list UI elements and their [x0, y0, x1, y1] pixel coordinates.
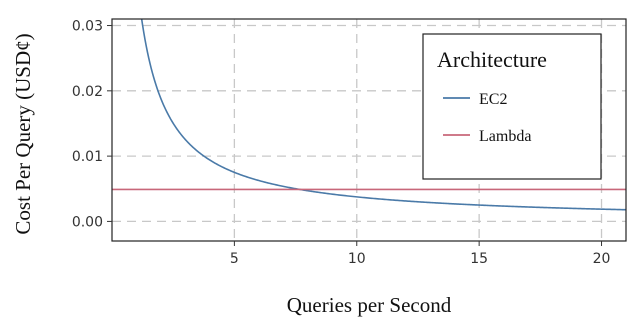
x-tick-label: 5: [230, 251, 239, 267]
legend-box: [422, 33, 602, 180]
y-tick-label: 0.00: [72, 214, 103, 230]
x-tick-label: 10: [348, 251, 366, 267]
legend-label-lambda: Lambda: [479, 128, 531, 145]
x-tick-label: 15: [470, 251, 488, 267]
axis-ticks: 5 10 15 20 0.00 0.01 0.02 0.03: [72, 19, 611, 267]
x-tick-label: 20: [593, 251, 611, 267]
plot-frame: [111, 18, 627, 242]
series-line-ec2: [140, 19, 626, 211]
y-tick-label: 0.01: [72, 149, 103, 165]
legend: Architecture EC2 Lambda: [422, 33, 602, 180]
y-axis-label: Cost Per Query (USD¢): [11, 33, 35, 234]
y-tick-label: 0.02: [72, 84, 103, 100]
x-axis-label: Queries per Second: [287, 293, 452, 317]
legend-label-ec2: EC2: [479, 91, 507, 108]
legend-title: Architecture: [437, 47, 547, 72]
legend-entries: EC2 Lambda: [443, 91, 531, 145]
y-tick-label: 0.03: [72, 19, 103, 35]
series-lines: [112, 19, 626, 211]
